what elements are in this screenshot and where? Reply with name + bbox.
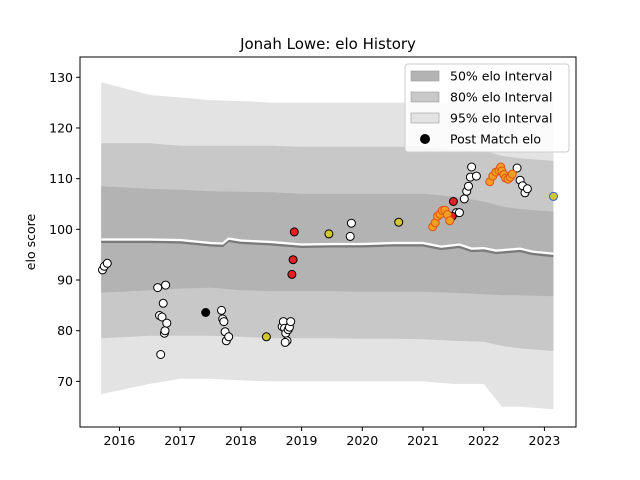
mean-elo-lines xyxy=(101,237,554,258)
legend-frame xyxy=(404,63,570,153)
data-point xyxy=(394,217,404,227)
mean-elo-shadow-line xyxy=(101,239,554,258)
data-point xyxy=(288,255,298,265)
y-tick-label: 90 xyxy=(57,273,73,288)
chart-title: Jonah Lowe: elo History xyxy=(239,35,416,53)
legend-marker xyxy=(420,134,430,144)
data-point xyxy=(217,305,226,315)
y-tick-label: 120 xyxy=(49,120,73,135)
data-point xyxy=(156,350,166,359)
data-point xyxy=(286,317,296,327)
data-point xyxy=(201,308,211,317)
x-axis: 2016 2017 2018 2019 2020 2021 2022 2023 xyxy=(104,427,561,448)
data-point xyxy=(160,326,170,336)
legend: 50% elo Interval 80% elo Interval 95% elo … xyxy=(404,63,570,153)
post-match-points xyxy=(98,162,558,359)
data-point xyxy=(224,332,234,342)
data-point xyxy=(459,194,469,204)
x-tick-label: 2021 xyxy=(407,433,439,448)
x-tick-label: 2017 xyxy=(164,433,196,448)
data-point xyxy=(153,283,163,293)
x-tick-label: 2022 xyxy=(468,433,500,448)
y-tick-label: 110 xyxy=(49,171,73,186)
legend-label: 50% elo Interval xyxy=(450,69,552,84)
data-point xyxy=(261,332,271,342)
data-point xyxy=(346,218,356,228)
mean-elo-line xyxy=(101,237,554,255)
data-point xyxy=(549,191,558,201)
data-point xyxy=(445,216,455,226)
x-tick-label: 2018 xyxy=(225,433,257,448)
data-point xyxy=(287,269,297,279)
data-point xyxy=(219,317,229,327)
x-tick-label: 2023 xyxy=(529,433,561,448)
legend-swatch xyxy=(410,70,440,82)
y-tick-label: 130 xyxy=(49,70,73,85)
data-point xyxy=(345,231,355,241)
legend-swatch xyxy=(410,112,440,124)
data-point xyxy=(280,337,290,347)
x-tick-label: 2016 xyxy=(104,433,136,448)
x-tick-label: 2019 xyxy=(286,433,318,448)
data-point xyxy=(448,197,458,206)
data-point xyxy=(507,169,517,179)
data-point xyxy=(464,181,473,191)
data-point xyxy=(471,171,481,181)
data-point xyxy=(289,227,299,237)
data-point xyxy=(102,258,112,268)
y-tick-label: 70 xyxy=(57,374,73,389)
data-point xyxy=(158,298,168,308)
data-point xyxy=(157,312,167,322)
y-axis: 70 80 90 100 110 120 130 xyxy=(49,70,80,389)
data-point xyxy=(467,162,477,172)
y-tick-label: 100 xyxy=(49,222,73,237)
data-point xyxy=(512,163,522,173)
data-point xyxy=(454,208,464,218)
legend-label: 95% elo Interval xyxy=(450,111,552,126)
data-point xyxy=(324,229,334,239)
x-tick-label: 2020 xyxy=(346,433,378,448)
data-point xyxy=(522,184,532,194)
legend-swatch xyxy=(410,91,440,103)
data-point xyxy=(161,280,171,290)
legend-label: 80% elo Interval xyxy=(450,90,552,105)
plot-frame xyxy=(79,56,577,428)
legend-label: Post Match elo xyxy=(450,132,541,147)
data-point xyxy=(162,318,172,328)
y-axis-label: elo score xyxy=(23,214,38,271)
y-tick-label: 80 xyxy=(57,323,73,338)
